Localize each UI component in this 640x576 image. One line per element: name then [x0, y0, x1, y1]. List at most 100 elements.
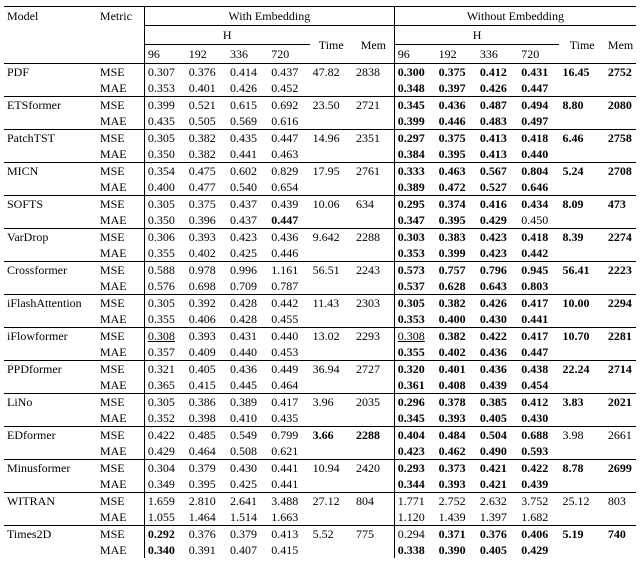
value-cell: 0.483	[479, 114, 507, 128]
value-cell: 0.429	[479, 213, 507, 227]
value-cell: 0.442	[521, 246, 549, 260]
value-cell: 1.161	[271, 263, 299, 277]
value-cell: 0.379	[229, 527, 257, 541]
value-cell: 0.615	[229, 98, 257, 112]
value-cell: 0.423	[479, 246, 507, 260]
data-row: MAE 0.576 0.698 0.709 0.787 0.537 0.628 0.643 0.…	[4, 278, 636, 295]
model-cell: Times2D	[7, 527, 52, 541]
value-cell: 0.426	[229, 81, 257, 95]
data-row: MAE 0.435 0.505 0.569 0.616 0.399 0.446 0.483 0.…	[4, 113, 636, 130]
value-cell: 0.440	[271, 329, 299, 343]
value-cell: 0.365	[143, 377, 186, 394]
metric-cell: MSE	[99, 527, 125, 541]
value-cell: 2274	[607, 230, 632, 244]
value-cell: 0.484	[438, 428, 466, 442]
value-cell: 11.43	[312, 296, 340, 310]
value-cell: 0.308	[143, 327, 186, 344]
empty-cell	[559, 410, 604, 427]
empty-cell	[310, 542, 353, 558]
value-cell: 0.423	[479, 230, 507, 244]
empty-cell	[353, 245, 394, 262]
value-cell: 2294	[607, 296, 632, 310]
header-cell: Time	[318, 37, 344, 52]
value-cell: 2752	[607, 65, 632, 79]
empty-cell	[559, 80, 604, 97]
horizon-header: 720	[271, 47, 290, 61]
value-cell: 0.293	[393, 459, 436, 476]
value-cell: 0.426	[479, 81, 507, 95]
value-cell: 0.464	[188, 444, 216, 458]
value-cell: 3.752	[521, 494, 549, 508]
value-cell: 2.632	[479, 494, 507, 508]
model-cell: PDF	[7, 65, 30, 79]
value-cell: 0.417	[271, 395, 299, 409]
value-cell: 0.440	[229, 345, 257, 359]
metric-cell: MAE	[99, 345, 127, 359]
data-row: MAE 0.355 0.402 0.425 0.446 0.353 0.399 0.423 0.…	[4, 245, 636, 262]
value-cell: 0.450	[521, 213, 549, 227]
empty-cell	[353, 146, 394, 163]
value-cell: 0.396	[188, 213, 216, 227]
model-cell: EDformer	[7, 428, 56, 442]
model-cell: MICN	[7, 164, 39, 178]
value-cell: 0.389	[393, 179, 436, 196]
value-cell: 0.628	[438, 279, 466, 293]
value-cell: 2303	[355, 296, 380, 310]
value-cell: 1.659	[143, 492, 186, 509]
value-cell: 0.569	[229, 114, 257, 128]
value-cell: 0.442	[271, 296, 299, 310]
value-cell: 0.445	[229, 378, 257, 392]
value-cell: 0.440	[521, 147, 549, 161]
value-cell: 0.698	[188, 279, 216, 293]
value-cell: 0.452	[271, 81, 299, 95]
value-cell: 0.799	[271, 428, 299, 442]
value-cell: 22.24	[562, 362, 590, 376]
value-cell: 0.333	[393, 162, 436, 179]
value-cell: 1.464	[188, 510, 216, 524]
value-cell: 0.439	[479, 378, 507, 392]
empty-cell	[353, 344, 394, 361]
value-cell: 8.80	[562, 98, 584, 112]
value-cell: 0.978	[188, 263, 216, 277]
empty-cell	[605, 146, 636, 163]
value-cell: 0.829	[271, 164, 299, 178]
value-cell: 0.308	[393, 327, 436, 344]
metric-cell: MAE	[99, 444, 127, 458]
header-row: Model Metric With Embedding Without Embeddi…	[4, 6, 636, 26]
value-cell: 1.771	[393, 492, 436, 509]
value-cell: 0.428	[229, 312, 257, 326]
value-cell: 0.401	[438, 362, 466, 376]
header-cell: Mem	[360, 37, 387, 52]
value-cell: 634	[355, 197, 374, 211]
header-row: 96 192 336 720 96 192 336 720	[4, 44, 636, 64]
model-cell: PatchTST	[7, 131, 55, 145]
value-cell: 0.393	[438, 411, 466, 425]
value-cell: 0.430	[479, 312, 507, 326]
empty-cell	[353, 476, 394, 493]
value-cell: 8.09	[562, 197, 584, 211]
empty-cell	[353, 443, 394, 460]
value-cell: 0.375	[438, 131, 466, 145]
value-cell: 0.803	[521, 279, 549, 293]
model-cell: PPDformer	[7, 362, 62, 376]
value-cell: 0.405	[188, 362, 216, 376]
value-cell: 0.485	[188, 428, 216, 442]
value-cell: 0.305	[143, 195, 186, 212]
value-cell: 0.449	[271, 362, 299, 376]
header-cell: Time	[569, 37, 595, 52]
empty-cell	[310, 476, 353, 493]
empty-cell	[559, 179, 604, 196]
value-cell: 0.463	[438, 164, 466, 178]
empty-cell	[310, 377, 353, 394]
value-cell: 0.349	[143, 476, 186, 493]
value-cell: 2727	[355, 362, 380, 376]
value-cell: 0.352	[143, 410, 186, 427]
header-cell	[4, 26, 97, 45]
model-cell: iFlashAttention	[7, 296, 82, 310]
value-cell: 10.00	[562, 296, 590, 310]
value-cell: 0.338	[393, 542, 436, 558]
empty-cell	[353, 80, 394, 97]
h-header: H	[393, 25, 560, 45]
value-cell: 0.573	[393, 261, 436, 278]
empty-cell	[605, 179, 636, 196]
